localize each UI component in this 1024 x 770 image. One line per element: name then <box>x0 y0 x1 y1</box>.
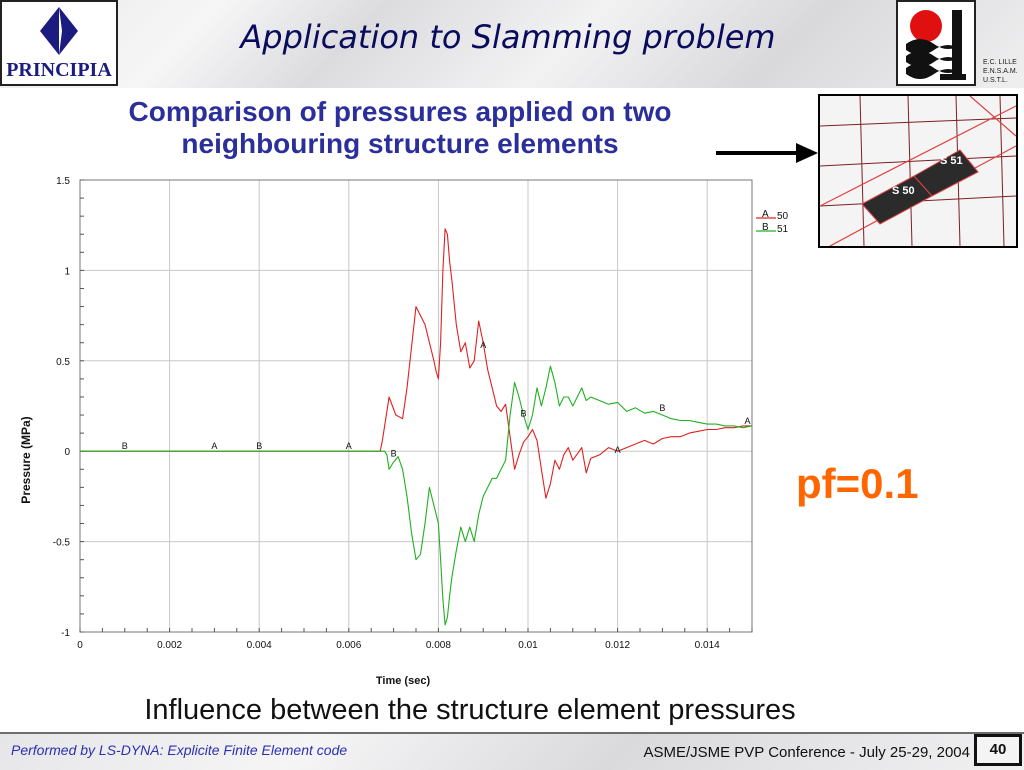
legend-marker: B <box>762 222 769 233</box>
series-lines <box>80 228 753 626</box>
plot-frame <box>79 179 753 633</box>
footer-left-text: Performed by LS-DYNA: Explicite Finite E… <box>11 742 348 758</box>
school-line: E.N.S.A.M. <box>983 68 1018 75</box>
series-marker-label: B <box>659 403 665 413</box>
x-tick-label: 0.006 <box>336 640 361 651</box>
legend-label: 51 <box>777 224 789 235</box>
element-label-s50: S 50 <box>892 185 915 197</box>
element-s51-shape <box>913 149 979 197</box>
page-number: 40 <box>974 734 1022 766</box>
pf-annotation: pf=0.1 <box>796 460 919 507</box>
y-tick-label: -0.5 <box>53 538 71 549</box>
series-markers: A A A A A B B B B B <box>122 340 751 458</box>
series-marker-label: A <box>745 416 751 426</box>
y-axis-label: Pressure (MPa) <box>19 416 33 503</box>
lille-logo <box>896 0 976 86</box>
x-tick-label: 0.012 <box>605 640 630 651</box>
x-axis-label: Time (sec) <box>376 675 431 687</box>
series-line-50 <box>80 228 752 499</box>
x-tick-labels: 0 0.002 0.004 0.006 0.008 0.01 0.012 0.014 <box>77 640 720 651</box>
school-line: E.C. LILLE <box>983 59 1017 66</box>
y-tick-label: 0 <box>64 447 70 458</box>
series-marker-label: B <box>521 409 527 419</box>
x-tick-label: 0.008 <box>426 640 451 651</box>
page-title: Application to Slamming problem <box>240 18 776 56</box>
series-marker-label: A <box>615 445 621 455</box>
y-tick-label: -1 <box>61 628 70 639</box>
y-tick-label: 1.5 <box>56 176 70 187</box>
slide-subtitle: Comparison of pressures applied on two n… <box>40 96 760 160</box>
pressure-chart: 0 0.002 0.004 0.006 0.008 0.01 0.012 0.014 -1 -0… <box>19 176 789 687</box>
series-marker-label: A <box>480 340 486 350</box>
school-names: E.C. LILLE E.N.S.A.M. U.S.T.L. <box>983 58 1018 85</box>
chart-legend: A 50 B 51 <box>756 209 789 235</box>
x-tick-label: 0.01 <box>518 640 538 651</box>
waves-logo-icon <box>906 10 966 80</box>
mesh-drawing: S 51 S 50 <box>820 96 1016 246</box>
series-marker-label: B <box>391 448 397 458</box>
y-tick-label: 0.5 <box>56 357 70 368</box>
slide-caption: Influence between the structure element … <box>144 694 796 726</box>
series-marker-label: B <box>256 441 262 451</box>
header-band <box>0 0 1024 88</box>
legend-label: 50 <box>777 211 789 222</box>
principia-logo: PRINCIPIA <box>0 0 118 86</box>
x-tick-label: 0 <box>77 640 83 651</box>
x-tick-label: 0.014 <box>695 640 720 651</box>
y-tick-labels: -1 -0.5 0 0.5 1 1.5 <box>53 176 71 639</box>
element-label-s51: S 51 <box>940 155 963 167</box>
series-marker-label: B <box>122 441 128 451</box>
pointer-arrow <box>716 143 818 163</box>
x-tick-label: 0.002 <box>157 640 182 651</box>
y-tick-label: 1 <box>64 266 70 277</box>
chart-grid <box>79 179 752 633</box>
mesh-inset: S 51 S 50 <box>818 94 1018 248</box>
diamond-logo-icon <box>40 7 78 55</box>
subtitle-line: neighbouring structure elements <box>181 128 619 159</box>
legend-marker: A <box>762 209 769 220</box>
x-tick-label: 0.004 <box>247 640 272 651</box>
chart-axis-frame <box>79 179 753 633</box>
subtitle-line: Comparison of pressures applied on two <box>128 96 672 127</box>
logo-left-text: PRINCIPIA <box>6 59 112 81</box>
footer-band <box>0 732 1024 770</box>
footer-right-text: ASME/JSME PVP Conference - July 25-29, 2… <box>643 744 970 761</box>
series-line-51 <box>80 365 753 626</box>
series-marker-label: A <box>211 441 217 451</box>
school-line: U.S.T.L. <box>983 77 1008 84</box>
series-marker-label: A <box>346 441 352 451</box>
